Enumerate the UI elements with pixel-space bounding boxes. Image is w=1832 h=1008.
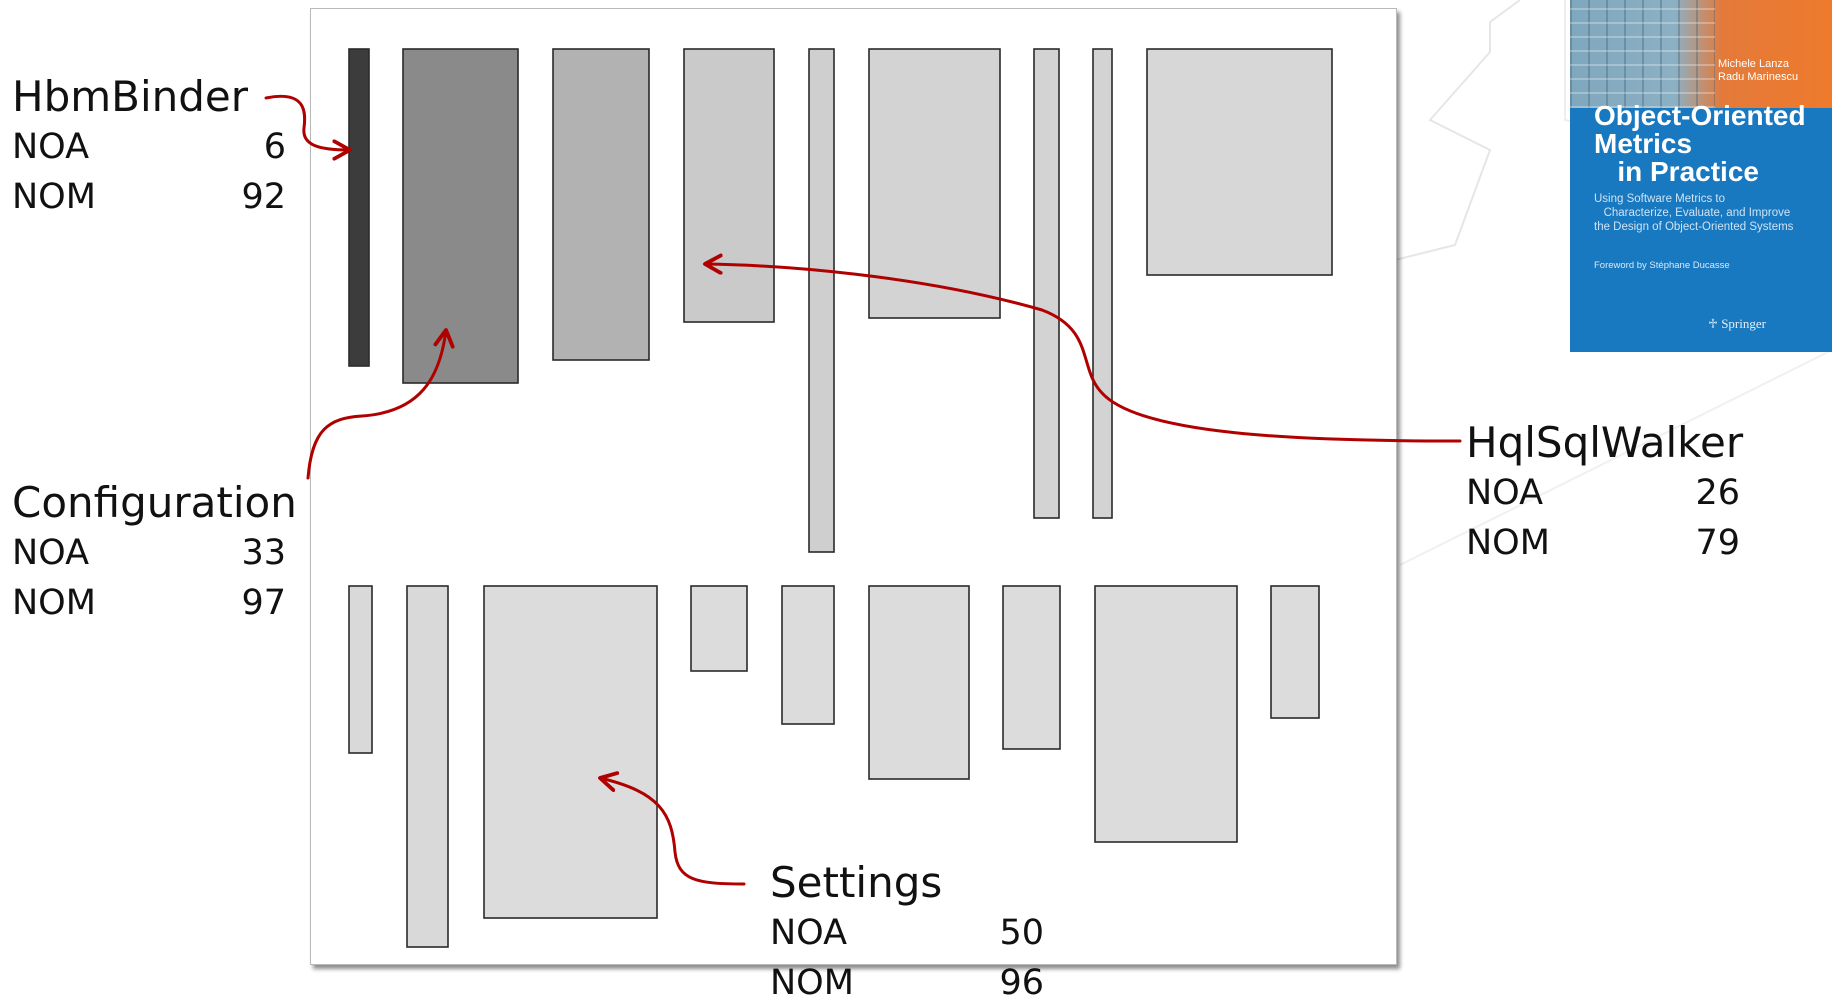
class-blueprint-panel bbox=[310, 8, 1397, 965]
metric-value-noa: 6 bbox=[263, 127, 286, 167]
book-subtitle: Using Software Metrics to Characterize, … bbox=[1594, 193, 1794, 233]
metric-row-noa: NOA 6 bbox=[12, 122, 286, 172]
metric-label-noa: NOA bbox=[12, 533, 90, 573]
class-name-settings: Settings bbox=[770, 858, 943, 907]
class-box-hbmbinder bbox=[348, 48, 370, 367]
metric-label-nom: NOM bbox=[12, 583, 96, 623]
metric-value-nom: 97 bbox=[241, 583, 286, 623]
class-box bbox=[552, 48, 650, 361]
callout-settings: Settings NOA 50 NOM 96 bbox=[770, 858, 1070, 1008]
metric-row-nom: NOM 79 bbox=[1466, 518, 1766, 568]
metric-row-nom: NOM 96 bbox=[770, 958, 1070, 1008]
class-name-hbmbinder: HbmBinder bbox=[12, 72, 249, 121]
class-box bbox=[868, 48, 1001, 319]
class-box bbox=[690, 585, 748, 672]
class-box bbox=[1092, 48, 1113, 519]
class-name-hqlsqlwalker: HqlSqlWalker bbox=[1466, 418, 1744, 467]
class-box bbox=[781, 585, 835, 725]
class-box bbox=[1002, 585, 1061, 750]
class-box bbox=[1033, 48, 1060, 519]
book-title: Object-Oriented Metrics in Practice bbox=[1594, 100, 1806, 187]
class-box bbox=[1146, 48, 1333, 276]
metric-label-noa: NOA bbox=[1466, 473, 1544, 513]
class-box bbox=[1270, 585, 1320, 719]
metric-row-noa: NOA 50 bbox=[770, 908, 1070, 958]
book-cover: Michele Lanza Radu Marinescu Object-Orie… bbox=[1570, 0, 1832, 352]
metric-value-nom: 79 bbox=[1695, 523, 1740, 563]
book-foreword: Foreword by Stéphane Ducasse bbox=[1594, 260, 1730, 271]
metric-label-noa: NOA bbox=[770, 913, 848, 953]
metric-label-nom: NOM bbox=[12, 177, 96, 217]
cover-photo bbox=[1570, 0, 1832, 108]
callout-hbmbinder: HbmBinder NOA 6 NOM 92 bbox=[12, 72, 286, 222]
metric-value-noa: 33 bbox=[241, 533, 286, 573]
metric-row-nom: NOM 92 bbox=[12, 172, 286, 222]
metric-value-noa: 26 bbox=[1695, 473, 1740, 513]
metric-row-nom: NOM 97 bbox=[12, 578, 312, 628]
metric-row-noa: NOA 26 bbox=[1466, 468, 1766, 518]
class-box-configuration bbox=[402, 48, 519, 384]
class-box bbox=[348, 585, 373, 754]
class-box-settings bbox=[483, 585, 658, 919]
class-box-hqlsqlwalker bbox=[683, 48, 775, 323]
metric-value-nom: 92 bbox=[241, 177, 286, 217]
book-publisher: ♱ Springer bbox=[1708, 316, 1766, 331]
class-box bbox=[406, 585, 449, 948]
author-name: Radu Marinescu bbox=[1718, 71, 1799, 83]
metric-row-noa: NOA 33 bbox=[12, 528, 312, 578]
metric-value-noa: 50 bbox=[999, 913, 1044, 953]
metric-label-nom: NOM bbox=[1466, 523, 1550, 563]
callout-hqlsqlwalker: HqlSqlWalker NOA 26 NOM 79 bbox=[1466, 418, 1766, 568]
publisher-name: Springer bbox=[1721, 316, 1766, 331]
book-authors: Michele Lanza Radu Marinescu bbox=[1718, 58, 1798, 84]
author-name: Michele Lanza bbox=[1718, 58, 1789, 70]
class-boxes bbox=[348, 48, 1333, 948]
callout-configuration: Configuration NOA 33 NOM 97 bbox=[12, 478, 312, 628]
metric-label-nom: NOM bbox=[770, 963, 854, 1003]
class-box bbox=[808, 48, 835, 553]
class-name-configuration: Configuration bbox=[12, 478, 297, 527]
metric-label-noa: NOA bbox=[12, 127, 90, 167]
class-box bbox=[1094, 585, 1238, 843]
metric-value-nom: 96 bbox=[999, 963, 1044, 1003]
class-box bbox=[868, 585, 970, 780]
